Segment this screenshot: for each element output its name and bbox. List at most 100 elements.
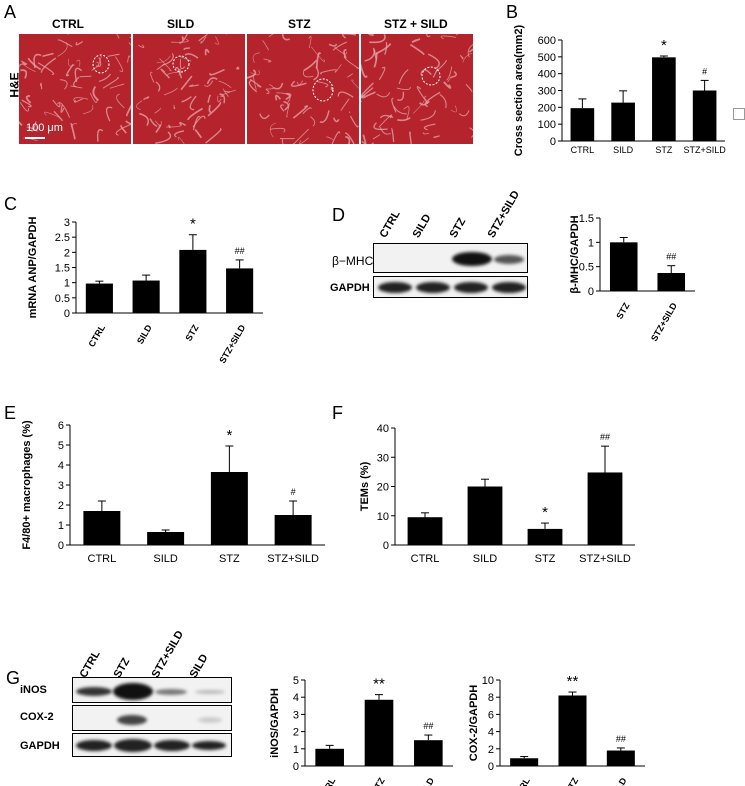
- xtick-label-f-0: CTRL: [411, 553, 440, 565]
- xtick-label-g1-1: STZ: [370, 776, 387, 786]
- annotation-g2-1: **: [567, 673, 579, 690]
- ytick-label-d-1: 0.5: [579, 262, 594, 274]
- xtick-label-e-0: CTRL: [88, 553, 117, 565]
- bar-e-3: [274, 515, 312, 545]
- xtick-label-e-3: STZ+SILD: [267, 553, 319, 565]
- xtick-label-d-0: STZ: [614, 301, 631, 321]
- ylabel-e: F4/80+ macrophages (%): [21, 420, 33, 550]
- annotation-g1-1: **: [373, 676, 385, 693]
- ytick-label-b-2: 200: [538, 102, 556, 114]
- ylabel-b: Cross section area(mm2): [513, 24, 525, 156]
- ytick-label-b-0: 0: [550, 136, 556, 148]
- ylabel-f: TEMs (%): [359, 461, 371, 511]
- bar-d-0: [609, 242, 638, 291]
- annotation-c-2: *: [190, 216, 196, 233]
- annotation-e-2: *: [226, 427, 232, 444]
- panel-letter-f: F: [332, 403, 343, 423]
- annotation-e-3: #: [291, 487, 296, 497]
- xtick-label-g2-0: CTRL: [511, 776, 532, 786]
- bar-g1-0: [315, 748, 344, 766]
- blot-g-inos: [72, 677, 232, 703]
- bar-f-2: [527, 528, 563, 545]
- xtick-label-e-1: SILD: [153, 553, 178, 565]
- xtick-label-e-2: STZ: [219, 553, 240, 565]
- ytick-label-f-1: 10: [377, 511, 389, 523]
- xtick-label-d-1: STZ+SILD: [649, 301, 679, 343]
- xtick-label-b-3: STZ+SILD: [683, 145, 726, 155]
- blot-d-gapdh: [373, 276, 528, 298]
- ytick-label-g1-4: 4: [293, 692, 299, 704]
- xtick-label-g1-0: CTRL: [317, 776, 338, 786]
- ytick-label-c-1: 0.5: [55, 293, 70, 305]
- bar-b-1: [611, 102, 635, 141]
- blot-d-bmhc: [373, 243, 528, 273]
- ytick-label-f-2: 20: [377, 482, 389, 494]
- ytick-label-d-3: 1.5: [579, 213, 594, 225]
- xtick-label-c-0: CTRL: [86, 323, 107, 349]
- bar-e-1: [147, 532, 185, 545]
- bar-b-2: [652, 57, 676, 141]
- ytick-label-g1-2: 2: [293, 727, 299, 739]
- ytick-label-g2-2: 4: [488, 727, 494, 739]
- ytick-label-c-0: 0: [64, 308, 70, 320]
- panel-letter-a: A: [4, 2, 17, 22]
- ytick-label-e-3: 3: [58, 480, 64, 492]
- xtick-label-c-3: STZ+SILD: [217, 323, 247, 365]
- ytick-label-e-5: 5: [58, 440, 64, 452]
- ytick-label-e-6: 6: [58, 420, 64, 432]
- annotation-f-3: ##: [600, 432, 610, 442]
- histo-col-ctrl: CTRL: [52, 17, 84, 31]
- ytick-label-g1-0: 0: [293, 761, 299, 773]
- ytick-label-e-2: 2: [58, 500, 64, 512]
- bar-f-0: [407, 517, 443, 545]
- histology-image-stz-sild: [361, 34, 473, 144]
- annotation-g1-2: ##: [423, 721, 433, 731]
- bar-c-2: [179, 249, 207, 313]
- ytick-label-g2-1: 2: [488, 744, 494, 756]
- xtick-label-f-1: SILD: [473, 553, 498, 565]
- panel-letter-d: D: [332, 205, 345, 225]
- ytick-label-c-5: 2.5: [55, 232, 70, 244]
- xtick-label-c-2: STZ: [183, 323, 200, 343]
- bar-b-0: [570, 108, 595, 141]
- ytick-label-c-2: 1: [64, 278, 70, 290]
- ytick-label-g2-0: 0: [488, 761, 494, 773]
- xtick-label-f-2: STZ: [535, 553, 556, 565]
- ytick-label-g2-4: 8: [488, 692, 494, 704]
- ytick-label-b-4: 400: [538, 69, 556, 81]
- bar-g2-1: [558, 695, 587, 766]
- checkbox[interactable]: [733, 108, 745, 120]
- blot-g-cox2: [72, 705, 232, 731]
- ytick-label-c-6: 3: [64, 217, 70, 229]
- blot-d-row-bmhc: β−MHC: [332, 254, 374, 268]
- xtick-label-b-0: CTRL: [571, 145, 595, 155]
- ytick-label-g1-3: 3: [293, 709, 299, 721]
- annotation-b-3: #: [702, 66, 707, 76]
- ytick-label-b-1: 100: [538, 119, 556, 131]
- panel-letter-e: E: [4, 403, 17, 423]
- blot-g-row-inos: iNOS: [20, 684, 47, 696]
- annotation-f-2: *: [542, 504, 548, 521]
- histology-image-ctrl: [19, 34, 131, 144]
- histo-col-sild: SILD: [167, 17, 195, 31]
- ytick-label-g1-5: 5: [293, 675, 299, 687]
- ytick-label-c-4: 2: [64, 247, 70, 259]
- histology-image-sild: [133, 34, 245, 144]
- annotation-d-1: ##: [666, 252, 676, 262]
- ytick-label-e-0: 0: [58, 540, 64, 552]
- ytick-label-g2-3: 6: [488, 709, 494, 721]
- bar-e-0: [83, 511, 121, 545]
- blot-g-gapdh: [72, 733, 232, 757]
- annotation-g2-2: ##: [616, 734, 626, 744]
- ytick-label-g1-1: 1: [293, 744, 299, 756]
- xtick-label-g2-2: STZ+SILD: [599, 776, 629, 786]
- xtick-label-g2-1: STZ: [563, 776, 580, 786]
- scale-bar-line: [25, 137, 45, 139]
- bar-c-3: [226, 268, 254, 313]
- bar-g2-2: [606, 750, 635, 766]
- xtick-label-b-2: STZ: [655, 145, 673, 155]
- xtick-label-b-1: SILD: [613, 145, 634, 155]
- ytick-label-f-0: 0: [383, 540, 389, 552]
- panel-letter-b: B: [506, 2, 519, 22]
